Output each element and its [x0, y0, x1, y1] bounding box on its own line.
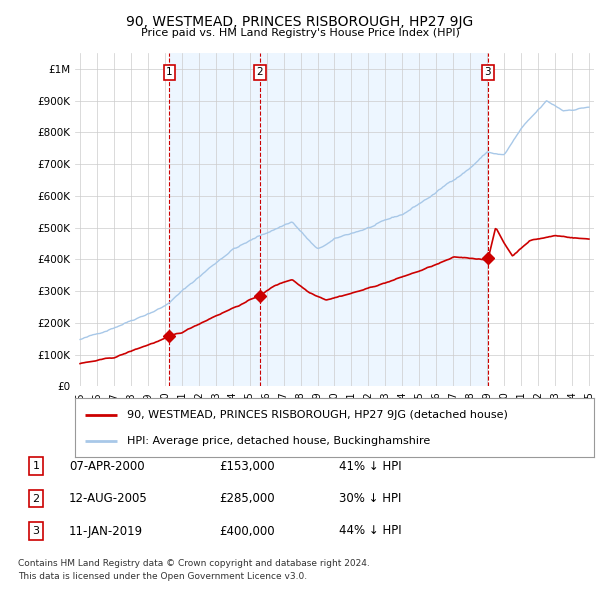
Text: £400,000: £400,000: [219, 525, 275, 537]
Text: 11-JAN-2019: 11-JAN-2019: [69, 525, 143, 537]
Text: This data is licensed under the Open Government Licence v3.0.: This data is licensed under the Open Gov…: [18, 572, 307, 581]
Text: 1: 1: [166, 67, 173, 77]
Text: £285,000: £285,000: [219, 492, 275, 505]
Text: 3: 3: [32, 526, 40, 536]
Text: 2: 2: [257, 67, 263, 77]
Text: 07-APR-2000: 07-APR-2000: [69, 460, 145, 473]
Text: Contains HM Land Registry data © Crown copyright and database right 2024.: Contains HM Land Registry data © Crown c…: [18, 559, 370, 568]
Text: 3: 3: [484, 67, 491, 77]
Text: 41% ↓ HPI: 41% ↓ HPI: [339, 460, 401, 473]
Text: 2: 2: [32, 494, 40, 503]
Text: 90, WESTMEAD, PRINCES RISBOROUGH, HP27 9JG (detached house): 90, WESTMEAD, PRINCES RISBOROUGH, HP27 9…: [127, 410, 508, 419]
Text: HPI: Average price, detached house, Buckinghamshire: HPI: Average price, detached house, Buck…: [127, 436, 430, 445]
Text: 44% ↓ HPI: 44% ↓ HPI: [339, 525, 401, 537]
Text: 90, WESTMEAD, PRINCES RISBOROUGH, HP27 9JG: 90, WESTMEAD, PRINCES RISBOROUGH, HP27 9…: [127, 15, 473, 29]
Text: 12-AUG-2005: 12-AUG-2005: [69, 492, 148, 505]
Text: 1: 1: [32, 461, 40, 471]
Bar: [260, 53, 488, 386]
Text: Price paid vs. HM Land Registry's House Price Index (HPI): Price paid vs. HM Land Registry's House …: [140, 28, 460, 38]
Text: £153,000: £153,000: [219, 460, 275, 473]
Text: 30% ↓ HPI: 30% ↓ HPI: [339, 492, 401, 505]
Bar: [169, 53, 260, 386]
